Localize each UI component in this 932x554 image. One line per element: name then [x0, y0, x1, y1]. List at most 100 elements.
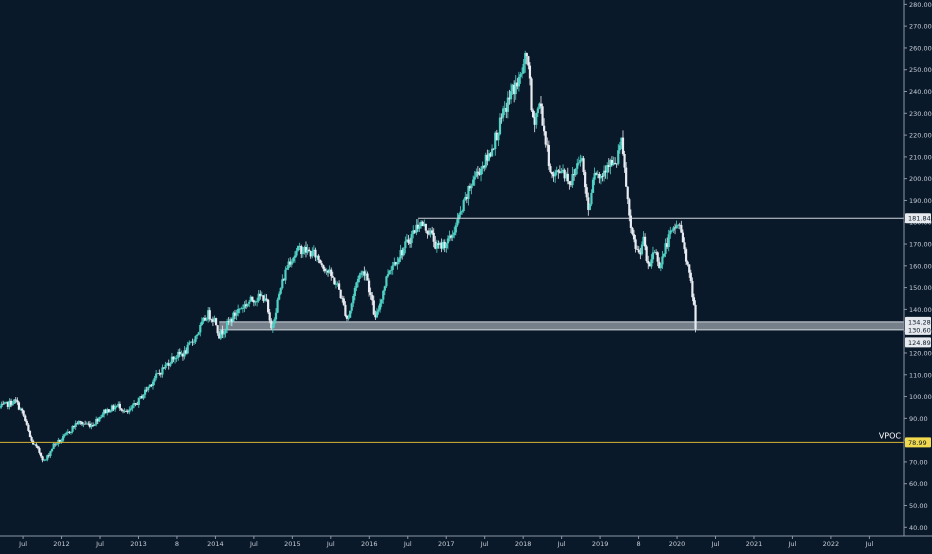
candle-body — [54, 443, 57, 445]
candle-body — [585, 187, 588, 198]
level-lines-layer: VPOC — [0, 217, 904, 443]
candle-body — [610, 159, 614, 166]
candle-body — [666, 243, 669, 248]
candle-body — [191, 341, 194, 343]
candle-body — [568, 181, 571, 185]
candle-body — [292, 257, 295, 262]
candle-body — [203, 317, 207, 321]
candle-body — [454, 225, 457, 233]
candle-body — [363, 271, 366, 276]
candle-body — [459, 211, 462, 215]
y-tick-label: 220.00 — [909, 132, 932, 140]
support-zone — [219, 321, 905, 330]
candle-body — [296, 246, 300, 251]
candle-body — [402, 248, 405, 256]
candle-body — [645, 246, 648, 261]
candle-body — [74, 423, 77, 428]
candle-body — [464, 196, 467, 201]
candle-body — [49, 451, 52, 456]
candle-body — [52, 443, 55, 449]
candle-body — [379, 303, 382, 310]
candle-body — [407, 239, 410, 243]
candle-body — [114, 406, 117, 410]
candle-body — [544, 131, 547, 145]
candle-body — [207, 310, 210, 320]
candle-body — [672, 227, 675, 231]
candle-body — [265, 298, 268, 300]
candle-body — [251, 296, 254, 301]
candle-body — [552, 174, 555, 177]
candle-body — [276, 299, 279, 313]
candle-body — [593, 173, 596, 180]
candle-body — [659, 264, 662, 269]
y-tick-label: 200.00 — [909, 175, 932, 183]
candle-body — [175, 357, 178, 359]
candle-body — [424, 223, 427, 231]
candle-body — [394, 262, 397, 265]
candle-body — [451, 235, 454, 238]
candle-body — [112, 405, 115, 410]
candle-body — [566, 173, 569, 182]
candle-body — [137, 397, 140, 405]
candle-body — [416, 224, 420, 229]
candle-body — [435, 243, 438, 249]
candle-body — [106, 409, 109, 414]
candle-body — [156, 373, 159, 374]
candle-body — [413, 230, 416, 233]
candle-body — [554, 172, 557, 177]
y-tick-label: 120.00 — [909, 349, 932, 357]
candle-body — [558, 171, 562, 173]
candle-body — [186, 344, 189, 354]
candle-body — [298, 246, 301, 247]
candle-body — [3, 402, 6, 404]
candle-body — [522, 63, 525, 74]
candle-body — [508, 97, 511, 100]
candle-body — [383, 286, 386, 291]
candle-body — [577, 162, 580, 164]
candle-body — [36, 446, 39, 449]
candle-body — [462, 200, 465, 212]
candle-body — [216, 325, 219, 334]
candle-body — [421, 221, 424, 227]
candle-body — [166, 363, 169, 365]
current-price-label: 124.89 — [908, 339, 931, 347]
candle-body — [599, 176, 603, 179]
candle-body — [0, 406, 2, 408]
candle-body — [385, 276, 388, 287]
candle-body — [487, 153, 491, 161]
candle-body — [194, 336, 197, 342]
candle-body — [93, 424, 96, 426]
candle-body — [461, 211, 464, 212]
x-tick-label: Jul — [480, 540, 489, 548]
candle-body — [259, 293, 262, 297]
candle-body — [142, 394, 145, 399]
candle-body — [46, 455, 49, 460]
candle-body — [249, 296, 252, 302]
candle-body — [429, 230, 432, 235]
candle-body — [90, 425, 93, 427]
x-tick-label: Jul — [788, 540, 797, 548]
candle-body — [468, 186, 472, 189]
candle-body — [151, 381, 155, 386]
y-tick-label: 40.00 — [909, 524, 928, 532]
candle-body — [104, 409, 107, 414]
candle-body — [631, 227, 634, 235]
candle-body — [311, 251, 314, 257]
candle-body — [274, 312, 278, 320]
candle-body — [426, 230, 429, 234]
candle-body — [268, 312, 271, 321]
candle-body — [38, 448, 41, 453]
candle-body — [79, 421, 82, 423]
x-tick-label: 2013 — [130, 540, 147, 548]
candle-body — [80, 422, 84, 425]
candle-body — [342, 298, 345, 305]
candle-body — [651, 252, 655, 260]
candle-body — [285, 268, 289, 270]
candle-body — [150, 384, 153, 386]
candle-body — [662, 253, 666, 257]
vpoc-price-label: 78.99 — [908, 439, 927, 447]
candle-body — [440, 242, 443, 249]
candle-body — [382, 290, 385, 300]
candle-body — [347, 317, 350, 319]
